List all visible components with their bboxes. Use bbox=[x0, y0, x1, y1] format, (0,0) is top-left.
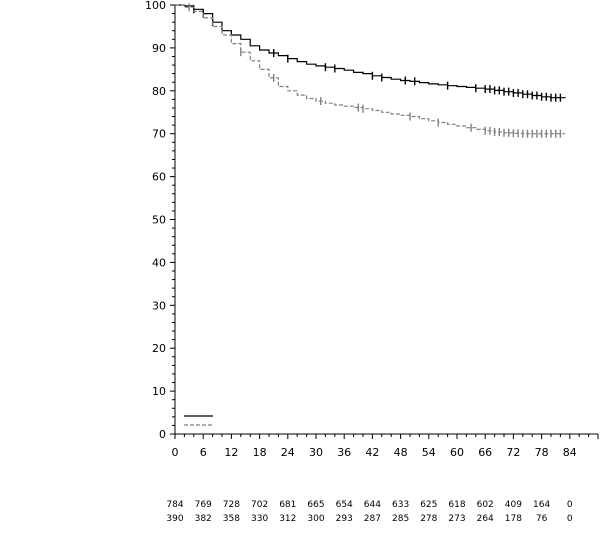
y-tick-label: 20 bbox=[152, 342, 166, 355]
x-tick-label: 0 bbox=[172, 446, 179, 459]
risk-cell: 278 bbox=[420, 514, 437, 524]
risk-cell: 665 bbox=[307, 500, 324, 510]
risk-cell: 625 bbox=[420, 500, 437, 510]
y-tick-label: 100 bbox=[145, 0, 166, 12]
y-tick-label: 80 bbox=[152, 85, 166, 98]
y-tick-label: 10 bbox=[152, 385, 166, 398]
axes bbox=[174, 5, 598, 435]
risk-cell: 602 bbox=[477, 500, 494, 510]
risk-cell: 382 bbox=[195, 514, 212, 524]
y-tick-label: 0 bbox=[159, 428, 166, 441]
risk-cell: 273 bbox=[448, 514, 465, 524]
survival-curve-1 bbox=[175, 4, 566, 99]
risk-cell: 76 bbox=[536, 514, 548, 524]
risk-cell: 633 bbox=[392, 500, 409, 510]
risk-cell: 644 bbox=[364, 500, 381, 510]
risk-cell: 769 bbox=[195, 500, 212, 510]
x-tick-label: 84 bbox=[563, 446, 577, 459]
x-tick-label: 42 bbox=[365, 446, 379, 459]
risk-cell: 287 bbox=[364, 514, 381, 524]
risk-cell: 264 bbox=[477, 514, 494, 524]
risk-cell: 0 bbox=[567, 500, 573, 510]
risk-cell: 164 bbox=[533, 500, 550, 510]
risk-table: 784 769 728 702 681 665 654 644 633 625 618 602 409 1… bbox=[166, 500, 573, 524]
risk-cell: 409 bbox=[505, 500, 522, 510]
risk-cell: 285 bbox=[392, 514, 409, 524]
survival-curve-2 bbox=[175, 4, 566, 135]
risk-cell: 358 bbox=[223, 514, 240, 524]
x-tick-label: 72 bbox=[506, 446, 520, 459]
survival-curves bbox=[175, 3, 566, 138]
x-tick-label: 66 bbox=[478, 446, 492, 459]
x-tick-label: 60 bbox=[450, 446, 464, 459]
risk-cell: 702 bbox=[251, 500, 268, 510]
x-tick-label: 36 bbox=[337, 446, 351, 459]
y-tick-label: 50 bbox=[152, 214, 166, 227]
y-tick-label: 90 bbox=[152, 42, 166, 55]
risk-cell: 390 bbox=[166, 514, 183, 524]
risk-cell: 330 bbox=[251, 514, 268, 524]
risk-cell: 618 bbox=[448, 500, 465, 510]
x-tick-label: 78 bbox=[535, 446, 549, 459]
risk-cell: 654 bbox=[336, 500, 353, 510]
y-tick-label: 30 bbox=[152, 299, 166, 312]
x-tick-label: 54 bbox=[422, 446, 436, 459]
x-tick-label: 6 bbox=[200, 446, 207, 459]
y-tick-label: 40 bbox=[152, 256, 166, 269]
y-tick-label: 70 bbox=[152, 128, 166, 141]
risk-cell: 784 bbox=[166, 500, 183, 510]
x-tick-label: 48 bbox=[394, 446, 408, 459]
risk-cell: 300 bbox=[307, 514, 324, 524]
y-tick-label: 60 bbox=[152, 171, 166, 184]
risk-cell: 178 bbox=[505, 514, 522, 524]
x-tick-label: 24 bbox=[281, 446, 295, 459]
risk-cell: 293 bbox=[336, 514, 353, 524]
x-tick-label: 18 bbox=[253, 446, 267, 459]
risk-cell: 681 bbox=[279, 500, 296, 510]
risk-cell: 0 bbox=[567, 514, 573, 524]
x-tick-label: 12 bbox=[224, 446, 238, 459]
y-axis: 0 10 20 30 40 50 60 70 80 90 100 bbox=[145, 0, 175, 441]
legend bbox=[184, 415, 213, 426]
risk-cell: 728 bbox=[223, 500, 240, 510]
risk-cell: 312 bbox=[279, 514, 296, 524]
x-axis: 0 6 12 18 24 30 36 42 48 54 60 66 72 78 84 bbox=[172, 434, 599, 459]
x-tick-label: 30 bbox=[309, 446, 323, 459]
